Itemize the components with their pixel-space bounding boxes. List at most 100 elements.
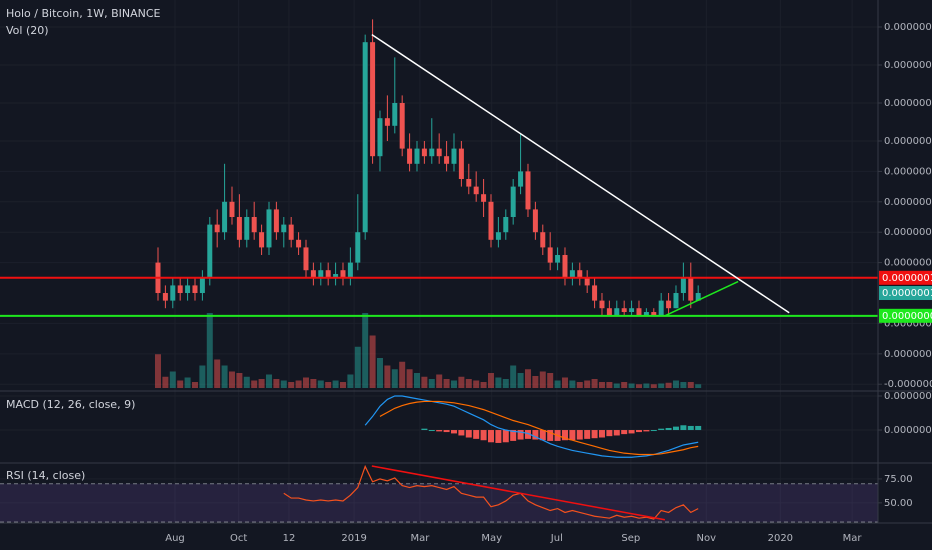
price-label: 0.00000007 <box>882 311 932 322</box>
candle-body <box>251 217 257 233</box>
volume-bar <box>221 365 228 388</box>
candle-body <box>236 217 242 240</box>
candle-body <box>614 308 620 316</box>
volume-bar <box>295 380 302 388</box>
volume-bar <box>502 379 509 388</box>
volume-bar <box>258 379 265 388</box>
volume-bar <box>561 377 568 388</box>
macd-histogram-bar <box>606 430 613 437</box>
volume-bar <box>406 369 413 388</box>
candle-body <box>399 102 405 149</box>
candle-body <box>569 270 575 278</box>
volume-bar <box>695 384 702 388</box>
trend-line <box>371 465 666 521</box>
macd-histogram-bar <box>502 430 509 443</box>
macd-histogram-bar <box>495 430 502 443</box>
indicator-line <box>283 464 699 520</box>
volume-bar <box>214 359 221 388</box>
macd-histogram-bar <box>643 430 650 432</box>
volume-bar <box>495 377 502 388</box>
indicator-line <box>364 395 699 458</box>
candle-body <box>636 308 642 316</box>
volume-bar <box>598 382 605 388</box>
rsi-title: RSI (14, close) <box>6 469 85 482</box>
x-tick-label: Mar <box>843 533 863 544</box>
macd-histogram-bar <box>680 425 687 431</box>
candle-body <box>673 293 679 309</box>
volume-bar <box>576 382 583 388</box>
candle-body <box>296 239 302 248</box>
candle-body <box>643 312 649 316</box>
candle-body <box>451 148 457 164</box>
x-tick-label: Jul <box>550 533 563 544</box>
volume-bar <box>399 361 406 388</box>
volume-bar <box>310 379 317 388</box>
volume-bar <box>280 380 287 388</box>
macd-histogram-bar <box>650 430 657 432</box>
y-tick-label: 0.00000040 <box>884 60 932 71</box>
volume-bar <box>236 373 243 388</box>
candle-body <box>658 300 664 316</box>
candle-body <box>207 224 213 278</box>
macd-histogram-bar <box>517 430 524 440</box>
macd-histogram-bar <box>687 425 694 431</box>
volume-bar <box>199 365 206 388</box>
y-tick-label: 0.00000022 <box>884 197 932 208</box>
volume-bar <box>206 313 213 388</box>
x-tick-label: May <box>481 533 502 544</box>
volume-bar <box>251 380 258 388</box>
volume-bar <box>384 365 391 388</box>
macd-histogram-bar <box>628 430 635 434</box>
volume-bar <box>191 382 198 388</box>
macd-histogram-bar <box>443 430 450 433</box>
macd-histogram-bar <box>487 430 494 443</box>
candle-body <box>325 270 331 278</box>
volume-bar <box>621 382 628 388</box>
candle-body <box>170 285 176 301</box>
macd-histogram-bar <box>665 427 672 431</box>
volume-bar <box>169 371 176 388</box>
macd-histogram-bar <box>561 430 568 441</box>
candle-body <box>214 224 220 233</box>
macd-histogram-bar <box>458 430 465 436</box>
macd-histogram-bar <box>539 430 546 441</box>
macd-histogram-bar <box>428 430 435 432</box>
y-tick-label: 0.00000030 <box>884 136 932 147</box>
volume-bar <box>650 384 657 388</box>
y-tick-label: 75.00 <box>884 474 913 485</box>
candle-body <box>495 232 501 240</box>
volume-bar <box>339 382 346 388</box>
trend-line <box>664 280 739 317</box>
candle-body <box>532 209 538 233</box>
x-tick-label: 2020 <box>768 533 793 544</box>
candle-body <box>199 277 205 294</box>
candle-body <box>555 255 561 263</box>
macd-histogram-bar <box>473 430 480 439</box>
volume-bar <box>288 382 295 388</box>
candle-body <box>540 232 546 248</box>
price-label-box <box>879 286 932 301</box>
candle-body <box>444 156 450 164</box>
y-tick-label: 0.00000045 <box>884 22 932 33</box>
price-label: 0.00000012 <box>882 273 932 284</box>
candle-body <box>384 118 390 126</box>
volume-bar <box>354 346 361 388</box>
candle-body <box>222 201 228 233</box>
candle-body <box>547 247 553 263</box>
volume-bar <box>658 383 665 388</box>
macd-histogram-bar <box>532 430 539 440</box>
candle-body <box>392 102 398 126</box>
volume-bar <box>510 365 517 388</box>
macd-histogram-bar <box>421 428 428 431</box>
volume-bar <box>517 373 524 388</box>
candle-body <box>688 277 694 301</box>
indicator-line <box>379 400 699 456</box>
macd-histogram-bar <box>436 430 443 432</box>
candle-body <box>458 148 464 180</box>
volume-bar <box>362 313 369 388</box>
volume-bar <box>628 383 635 388</box>
candle-body <box>421 148 427 157</box>
candle-body <box>273 209 279 233</box>
macd-title: MACD (12, 26, close, 9) <box>6 398 135 411</box>
